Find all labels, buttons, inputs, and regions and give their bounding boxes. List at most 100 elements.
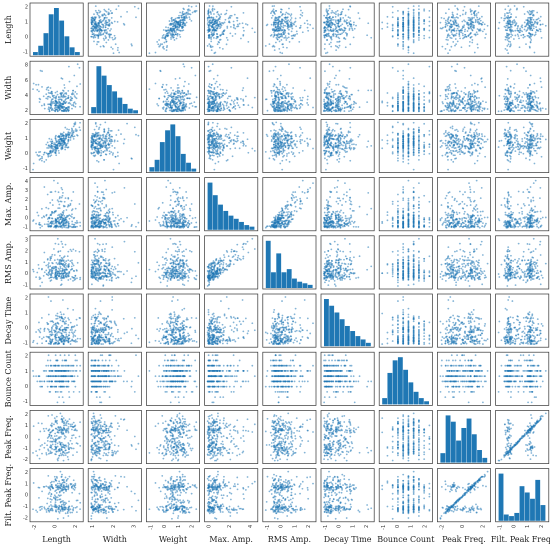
scatter-point [471, 29, 474, 31]
scatter-point [539, 15, 542, 18]
scatter-point [213, 102, 216, 105]
scatter-point [407, 38, 410, 41]
scatter-point [327, 92, 330, 95]
scatter-point [448, 29, 451, 31]
scatter-point [70, 130, 73, 132]
panel-frame [87, 119, 142, 173]
scatter-point [236, 19, 239, 22]
scatter-point [357, 12, 360, 14]
scatter-point [447, 8, 450, 11]
scatter-point [63, 101, 66, 103]
scatter-point [231, 155, 234, 158]
scatter-point [110, 17, 113, 19]
scatter-point [529, 102, 532, 105]
scatter-point [218, 14, 221, 17]
scatter-point [70, 99, 73, 102]
hist-bar [170, 124, 176, 172]
scatter-point [503, 19, 505, 22]
panel-weight-vs-weight [146, 119, 200, 173]
scatter-point [386, 101, 389, 104]
scatter-point [206, 23, 209, 25]
scatter-point [105, 41, 108, 44]
scatter-point [284, 89, 287, 92]
scatter-point [56, 147, 59, 150]
scatter-point [232, 23, 235, 26]
scatter-point [445, 22, 448, 25]
scatter-point [172, 18, 175, 21]
scatter-point [49, 149, 52, 152]
panel-width-vs-max-amp [204, 60, 259, 115]
scatter-point [74, 105, 77, 108]
scatter-point [96, 43, 98, 46]
scatter-point [98, 126, 101, 129]
scatter-point [191, 105, 194, 107]
scatter-point [335, 49, 338, 52]
scatter-point [530, 25, 533, 28]
scatter-point [275, 19, 278, 22]
scatter-point [51, 140, 54, 143]
scatter-point [218, 18, 221, 21]
scatter-point [279, 21, 282, 23]
scatter-point [367, 22, 370, 25]
scatter-point [503, 95, 505, 98]
scatter-point [330, 41, 332, 44]
scatter-point [446, 86, 449, 88]
scatter-point [213, 99, 216, 102]
scatter-point [103, 130, 106, 133]
scatter-point [179, 35, 182, 38]
scatter-point [110, 21, 113, 24]
scatter-point [505, 104, 508, 107]
panel-weight-vs-width [87, 119, 142, 173]
scatter-point [126, 122, 128, 125]
scatter-point [350, 109, 352, 112]
scatter-point [175, 26, 177, 29]
scatter-point [526, 18, 529, 21]
scatter-point [189, 13, 192, 16]
scatter-point [114, 43, 117, 46]
hist-bar [48, 14, 54, 56]
scatter-point [345, 22, 348, 25]
scatter-point [276, 101, 279, 104]
scatter-point [523, 93, 526, 96]
scatter-point [509, 8, 512, 11]
scatter-point [91, 31, 94, 34]
scatter-point [186, 8, 189, 11]
scatter-point [79, 83, 82, 85]
scatter-point [469, 93, 472, 95]
scatter-point [407, 21, 410, 24]
scatter-point [177, 29, 180, 32]
scatter-point [334, 33, 337, 36]
scatter-point [511, 99, 514, 102]
scatter-point [110, 33, 112, 36]
scatter-point [65, 134, 68, 137]
scatter-point [332, 100, 334, 102]
scatter-point [95, 27, 98, 30]
scatter-point [529, 34, 532, 37]
scatter-point [273, 49, 276, 52]
scatter-point [183, 98, 186, 101]
scatter-point [289, 19, 292, 21]
scatter-point [234, 32, 237, 35]
scatter-point [503, 14, 506, 17]
scatter-point [270, 89, 272, 92]
scatter-point [57, 96, 60, 98]
scatter-point [165, 107, 168, 110]
scatter-point [63, 86, 66, 89]
scatter-point [444, 12, 447, 15]
scatter-point [94, 36, 97, 39]
scatter-point [120, 15, 122, 18]
hist-bar [74, 52, 80, 56]
scatter-point [244, 145, 247, 147]
scatter-point [519, 101, 522, 104]
scatter-point [462, 98, 464, 100]
hist-bar [117, 97, 123, 114]
scatter-point [337, 98, 340, 101]
scatter-point [428, 91, 431, 93]
scatter-point [507, 88, 510, 90]
scatter-point [514, 104, 517, 107]
scatter-point [386, 15, 389, 18]
scatter-point [103, 128, 106, 131]
scatter-point [536, 18, 539, 21]
scatter-point [331, 9, 334, 12]
panel-frame [262, 60, 317, 115]
